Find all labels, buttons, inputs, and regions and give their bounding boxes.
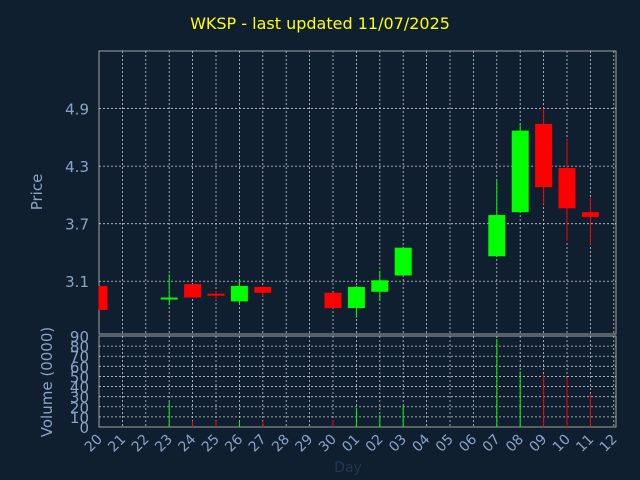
candle-body <box>324 292 342 309</box>
volume-tick-label: 40 <box>70 379 89 397</box>
x-tick-label: 04 <box>410 431 434 455</box>
chart-title: WKSP - last updated 11/07/2025 <box>190 14 450 33</box>
price-tick-label: 3.7 <box>65 216 89 234</box>
x-tick-label: 29 <box>293 432 317 456</box>
x-axis-label: Day <box>334 460 362 476</box>
volume-tick-label: 60 <box>70 358 89 376</box>
volume-axis-label: Volume (0000) <box>38 327 56 437</box>
candle-body <box>184 284 202 298</box>
x-tick-label: 02 <box>363 432 387 456</box>
volume-panel <box>98 335 617 428</box>
candle-body <box>581 212 599 217</box>
volume-tick-label: 80 <box>70 338 89 356</box>
volume-tick-label: 0 <box>79 419 89 437</box>
x-tick-label: 12 <box>597 432 621 456</box>
price-tick-label: 3.1 <box>65 273 89 291</box>
candle-body <box>254 286 272 293</box>
x-tick-label: 27 <box>246 432 270 456</box>
x-tick-label: 24 <box>176 431 200 455</box>
x-tick-label: 03 <box>386 432 410 456</box>
x-tick-label: 21 <box>105 432 129 456</box>
x-tick-label: 28 <box>269 432 293 456</box>
candle-body <box>558 168 576 209</box>
x-tick-label: 01 <box>339 432 363 456</box>
volume-tick-label: 10 <box>70 409 89 427</box>
x-tick-label: 25 <box>199 432 223 456</box>
x-tick-label: 26 <box>222 431 246 455</box>
candle-body <box>207 293 225 296</box>
candle-body <box>347 286 365 309</box>
candle-body <box>99 286 108 311</box>
x-tick-label: 05 <box>433 432 457 456</box>
candle-body <box>511 130 529 213</box>
price-axis-label: Price <box>28 174 46 211</box>
volume-tick-label: 20 <box>70 399 89 417</box>
volume-tick-label: 70 <box>70 348 89 366</box>
price-tick-label: 4.9 <box>65 101 89 119</box>
x-tick-label: 23 <box>152 432 176 456</box>
x-tick-label: 09 <box>527 432 551 456</box>
x-tick-label: 10 <box>550 432 574 456</box>
x-tick-label: 06 <box>456 431 480 455</box>
price-tick-label: 4.3 <box>65 158 89 176</box>
x-tick-label: 08 <box>503 432 527 456</box>
x-tick-label: 22 <box>129 432 153 456</box>
candle-body <box>371 280 389 292</box>
candle-body <box>488 215 506 257</box>
x-tick-label: 11 <box>573 432 597 456</box>
candle-body <box>160 297 178 300</box>
candle-body <box>230 286 248 302</box>
candle-body <box>535 123 553 188</box>
x-tick-label: 07 <box>480 432 504 456</box>
candle-body <box>394 247 412 276</box>
volume-tick-label: 50 <box>70 368 89 386</box>
volume-tick-label: 30 <box>70 389 89 407</box>
x-tick-label: 30 <box>316 432 340 456</box>
volume-tick-label: 90 <box>70 328 89 346</box>
